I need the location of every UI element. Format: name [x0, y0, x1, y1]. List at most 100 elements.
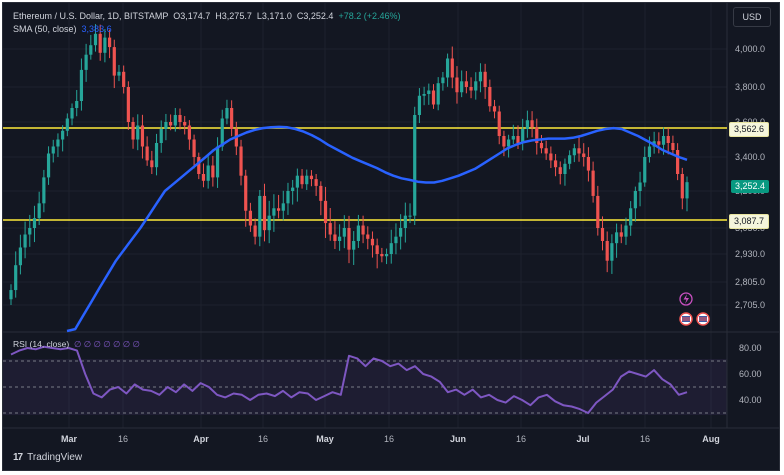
candle: [633, 186, 637, 222]
candle: [206, 155, 210, 189]
candle: [14, 251, 18, 298]
event-flag-icon[interactable]: [679, 312, 693, 326]
candle: [314, 174, 318, 196]
candle: [474, 72, 478, 100]
rsi-label[interactable]: RSI (14, close): [13, 339, 70, 349]
rsi-legend[interactable]: RSI (14, close) ∅ ∅ ∅ ∅ ∅ ∅ ∅: [13, 339, 140, 350]
rsi-line[interactable]: [10, 345, 688, 414]
candle: [197, 152, 201, 180]
time-axis-label: 16: [640, 434, 650, 444]
candle: [549, 146, 553, 169]
price-axis[interactable]: 4,000.03,800.03,600.03,400.03,200.03,050…: [735, 44, 765, 310]
candle: [300, 169, 304, 189]
candle: [614, 223, 619, 258]
high-label: H: [215, 11, 222, 21]
candle: [93, 24, 98, 52]
time-axis[interactable]: Mar 16 Apr 16 May 16 Jun 16 Jul 16 Aug: [61, 434, 720, 444]
candle: [600, 216, 605, 251]
symbol-legend[interactable]: Ethereum / U.S. Dollar, 1D, BITSTAMP O 3,…: [13, 11, 401, 21]
candle: [497, 105, 501, 145]
candle: [657, 132, 661, 154]
candle: [450, 46, 454, 89]
event-lightning-icon[interactable]: [679, 292, 693, 306]
currency-button[interactable]: USD: [733, 7, 771, 27]
candle: [126, 81, 130, 130]
candle: [553, 154, 558, 177]
candle: [169, 114, 173, 131]
candle: [84, 43, 88, 82]
close-value: 3,252.4: [303, 11, 334, 21]
candle: [215, 137, 220, 188]
time-axis-label: Mar: [61, 434, 78, 444]
candle: [178, 108, 182, 130]
candle: [291, 179, 295, 205]
candle: [51, 139, 55, 163]
candle: [262, 183, 267, 242]
candle: [42, 169, 46, 213]
candlestick-series[interactable]: [9, 24, 689, 305]
sma-value: 3,383.6: [81, 24, 112, 34]
candle: [328, 208, 332, 241]
rsi-axis-label: 40.00: [739, 395, 762, 405]
high-value: 3,275.7: [221, 11, 252, 21]
candle: [342, 215, 346, 249]
symbol-title[interactable]: Ethereum / U.S. Dollar, 1D, BITSTAMP: [13, 11, 169, 21]
candle: [572, 143, 576, 163]
candle: [323, 186, 328, 238]
candle: [624, 217, 628, 245]
sma-legend[interactable]: SMA (50, close) 3,383.6: [13, 24, 112, 34]
rsi-axis-label: 60.00: [739, 369, 762, 379]
price-axis-label: 4,000.0: [735, 44, 765, 54]
candle: [455, 66, 459, 104]
rsi-values: ∅ ∅ ∅ ∅ ∅ ∅ ∅: [73, 339, 140, 349]
candle: [159, 120, 163, 153]
candle: [131, 117, 135, 149]
candle: [164, 113, 168, 141]
candle: [563, 158, 567, 186]
candle: [427, 83, 431, 105]
candle: [511, 124, 515, 145]
candle: [483, 63, 487, 99]
candle: [253, 218, 257, 245]
candle: [417, 88, 422, 124]
candle: [70, 103, 74, 126]
candle: [586, 147, 591, 182]
support-price-tag: 3,087.7: [728, 214, 769, 229]
candle: [192, 134, 196, 169]
chart-canvas[interactable]: 4,000.03,800.03,600.03,400.03,200.03,050…: [3, 3, 779, 470]
candle: [436, 77, 440, 111]
candle: [56, 133, 60, 157]
candle: [267, 200, 271, 244]
candle: [366, 226, 370, 250]
price-axis-label: 2,930.0: [735, 249, 765, 259]
candle: [32, 205, 37, 243]
open-label: O: [173, 11, 181, 21]
tradingview-logo[interactable]: 17 TradingView: [13, 452, 82, 463]
candle: [525, 110, 529, 138]
candle: [305, 169, 309, 190]
candle: [361, 215, 365, 244]
sma-line[interactable]: [66, 125, 688, 333]
sma-label[interactable]: SMA (50, close): [13, 24, 77, 34]
candle: [117, 64, 121, 82]
candle: [173, 108, 177, 132]
candle: [230, 100, 234, 137]
candle: [225, 99, 229, 125]
candle: [286, 182, 290, 215]
candle: [136, 114, 140, 151]
candle: [492, 99, 497, 119]
candle: [61, 125, 65, 152]
event-flag-icon[interactable]: [696, 312, 710, 326]
candle: [408, 203, 412, 224]
price-axis-label: 2,705.0: [735, 300, 765, 310]
candle: [629, 201, 633, 236]
rsi-axis[interactable]: 80.00 60.00 40.00: [739, 343, 762, 405]
candle: [685, 176, 689, 212]
candle: [441, 71, 445, 91]
time-axis-label: May: [316, 434, 334, 444]
candle: [37, 191, 41, 226]
price-axis-label: 3,400.0: [735, 152, 765, 162]
close-label: C: [296, 11, 304, 21]
chart-frame[interactable]: 4,000.03,800.03,600.03,400.03,200.03,050…: [2, 2, 780, 471]
candle: [187, 120, 191, 150]
